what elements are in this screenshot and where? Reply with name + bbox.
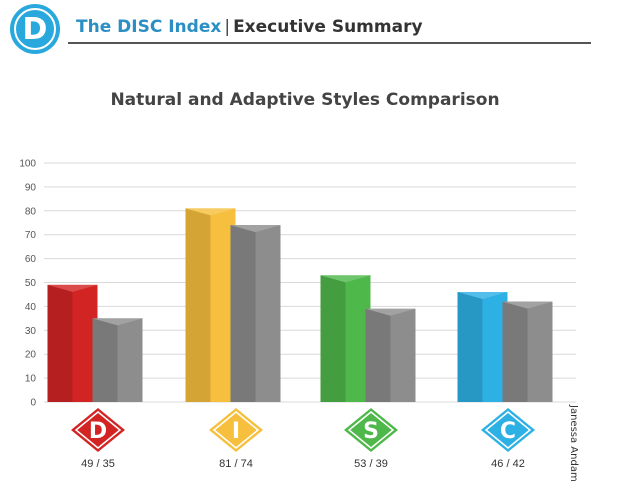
adaptive-bar-i-right-face <box>255 225 281 402</box>
title-separator: | <box>224 17 231 37</box>
category-letter: S <box>363 419 379 444</box>
category-diamond-border-s <box>347 411 395 449</box>
report-brand: The DISC Index <box>76 17 222 37</box>
adaptive-bar-d-right-face <box>117 318 143 402</box>
y-tick-label: 10 <box>25 374 37 385</box>
adaptive-bar-c-left-face <box>502 301 528 402</box>
natural-bar-i-left-face <box>185 208 211 402</box>
category-diamond-s <box>344 408 398 452</box>
adaptive-bar-d-top-face <box>92 318 143 326</box>
y-tick-label: 50 <box>25 278 37 289</box>
natural-bar-d-top-face <box>47 284 98 292</box>
natural-bar-c-left-face <box>457 292 483 402</box>
category-diamond-border-c <box>484 411 532 449</box>
category-diamond-border-i <box>212 411 260 449</box>
natural-bar-i-top-face <box>185 208 236 216</box>
adaptive-bar-s-top-face <box>365 308 416 316</box>
natural-bar-s-top-face <box>320 275 371 283</box>
adaptive-bar-i-left-face <box>230 225 256 402</box>
category-letter: I <box>232 419 240 444</box>
disc-logo: D <box>10 4 60 54</box>
category-value-label: 46 / 42 <box>491 458 525 470</box>
y-tick-label: 60 <box>25 254 37 265</box>
y-tick-label: 90 <box>25 182 37 193</box>
report-header: D The DISC Index | Executive Summary <box>0 0 639 60</box>
adaptive-bar-c-right-face <box>527 301 553 402</box>
category-letter: C <box>500 419 516 444</box>
category-diamond-c <box>481 408 535 452</box>
report-subtitle: Executive Summary <box>233 17 423 37</box>
y-tick-label: 30 <box>25 326 37 337</box>
natural-bar-c-top-face <box>457 292 508 300</box>
y-tick-label: 40 <box>25 302 37 313</box>
category-diamond-d <box>71 408 125 452</box>
category-letter: D <box>89 419 107 444</box>
natural-bar-s-left-face <box>320 275 346 402</box>
y-tick-label: 20 <box>25 350 37 361</box>
adaptive-bar-c-top-face <box>502 301 553 309</box>
y-tick-label: 80 <box>25 206 37 217</box>
category-value-label: 53 / 39 <box>354 458 388 470</box>
logo-letter: D <box>14 8 56 50</box>
header-divider <box>68 42 591 44</box>
adaptive-bar-d-left-face <box>92 318 118 402</box>
adaptive-bar-s-left-face <box>365 308 391 402</box>
chart-title: Natural and Adaptive Styles Comparison <box>110 90 500 110</box>
category-value-label: 81 / 74 <box>219 458 253 470</box>
category-value-label: 49 / 35 <box>81 458 115 470</box>
y-tick-label: 0 <box>30 398 36 409</box>
y-tick-label: 100 <box>19 159 36 170</box>
natural-bar-d-left-face <box>47 284 73 402</box>
adaptive-bar-s-right-face <box>390 308 416 402</box>
adaptive-bar-i-top-face <box>230 225 281 233</box>
person-name: Janessa Andam <box>568 405 579 482</box>
y-tick-label: 70 <box>25 230 37 241</box>
category-diamond-border-d <box>74 411 122 449</box>
report-title: The DISC Index | Executive Summary <box>76 17 423 37</box>
category-diamond-i <box>209 408 263 452</box>
